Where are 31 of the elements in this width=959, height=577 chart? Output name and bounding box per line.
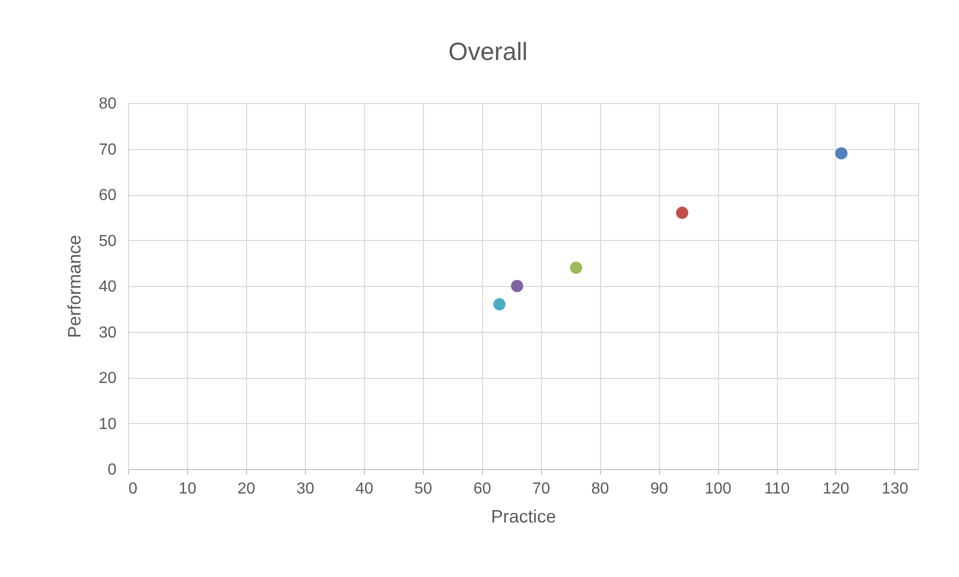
- x-tick-label: 80: [591, 480, 610, 498]
- point: [510, 280, 524, 292]
- x-tick-label: 30: [296, 480, 314, 498]
- point: [676, 206, 688, 219]
- x-tick-label: 100: [704, 480, 732, 498]
- x-tick-label: 0: [128, 480, 138, 498]
- x-tick-label: 90: [650, 480, 668, 498]
- y-tick-label: 50: [98, 232, 117, 250]
- y-tick-label: 0: [108, 462, 117, 478]
- y-axis-title: Performance: [64, 234, 85, 338]
- y-tick-label: 20: [98, 370, 117, 387]
- y-tick-label: 40: [98, 278, 117, 296]
- y-tick-label: 80: [98, 96, 117, 112]
- x-tick-label: 10: [178, 480, 196, 498]
- point: [570, 262, 582, 274]
- chart-title: Overall: [448, 38, 528, 66]
- point: [493, 298, 506, 310]
- y-tick-label: 30: [98, 324, 117, 342]
- x-axis-title: Practice: [490, 506, 556, 526]
- x-tick-label: 60: [473, 480, 492, 498]
- x-tick-label: 20: [238, 480, 256, 498]
- point: [835, 147, 848, 160]
- x-tick-label: 40: [355, 480, 374, 498]
- x-tick-label: 110: [764, 480, 790, 498]
- x-tick-label: 50: [414, 480, 432, 498]
- y-tick-label: 10: [98, 416, 117, 433]
- x-tick-label: 70: [532, 480, 550, 498]
- x-tick-label: 120: [822, 480, 850, 498]
- y-tick-label: 60: [98, 187, 117, 204]
- y-tick-label: 70: [98, 141, 117, 158]
- x-tick-label: 130: [882, 480, 908, 498]
